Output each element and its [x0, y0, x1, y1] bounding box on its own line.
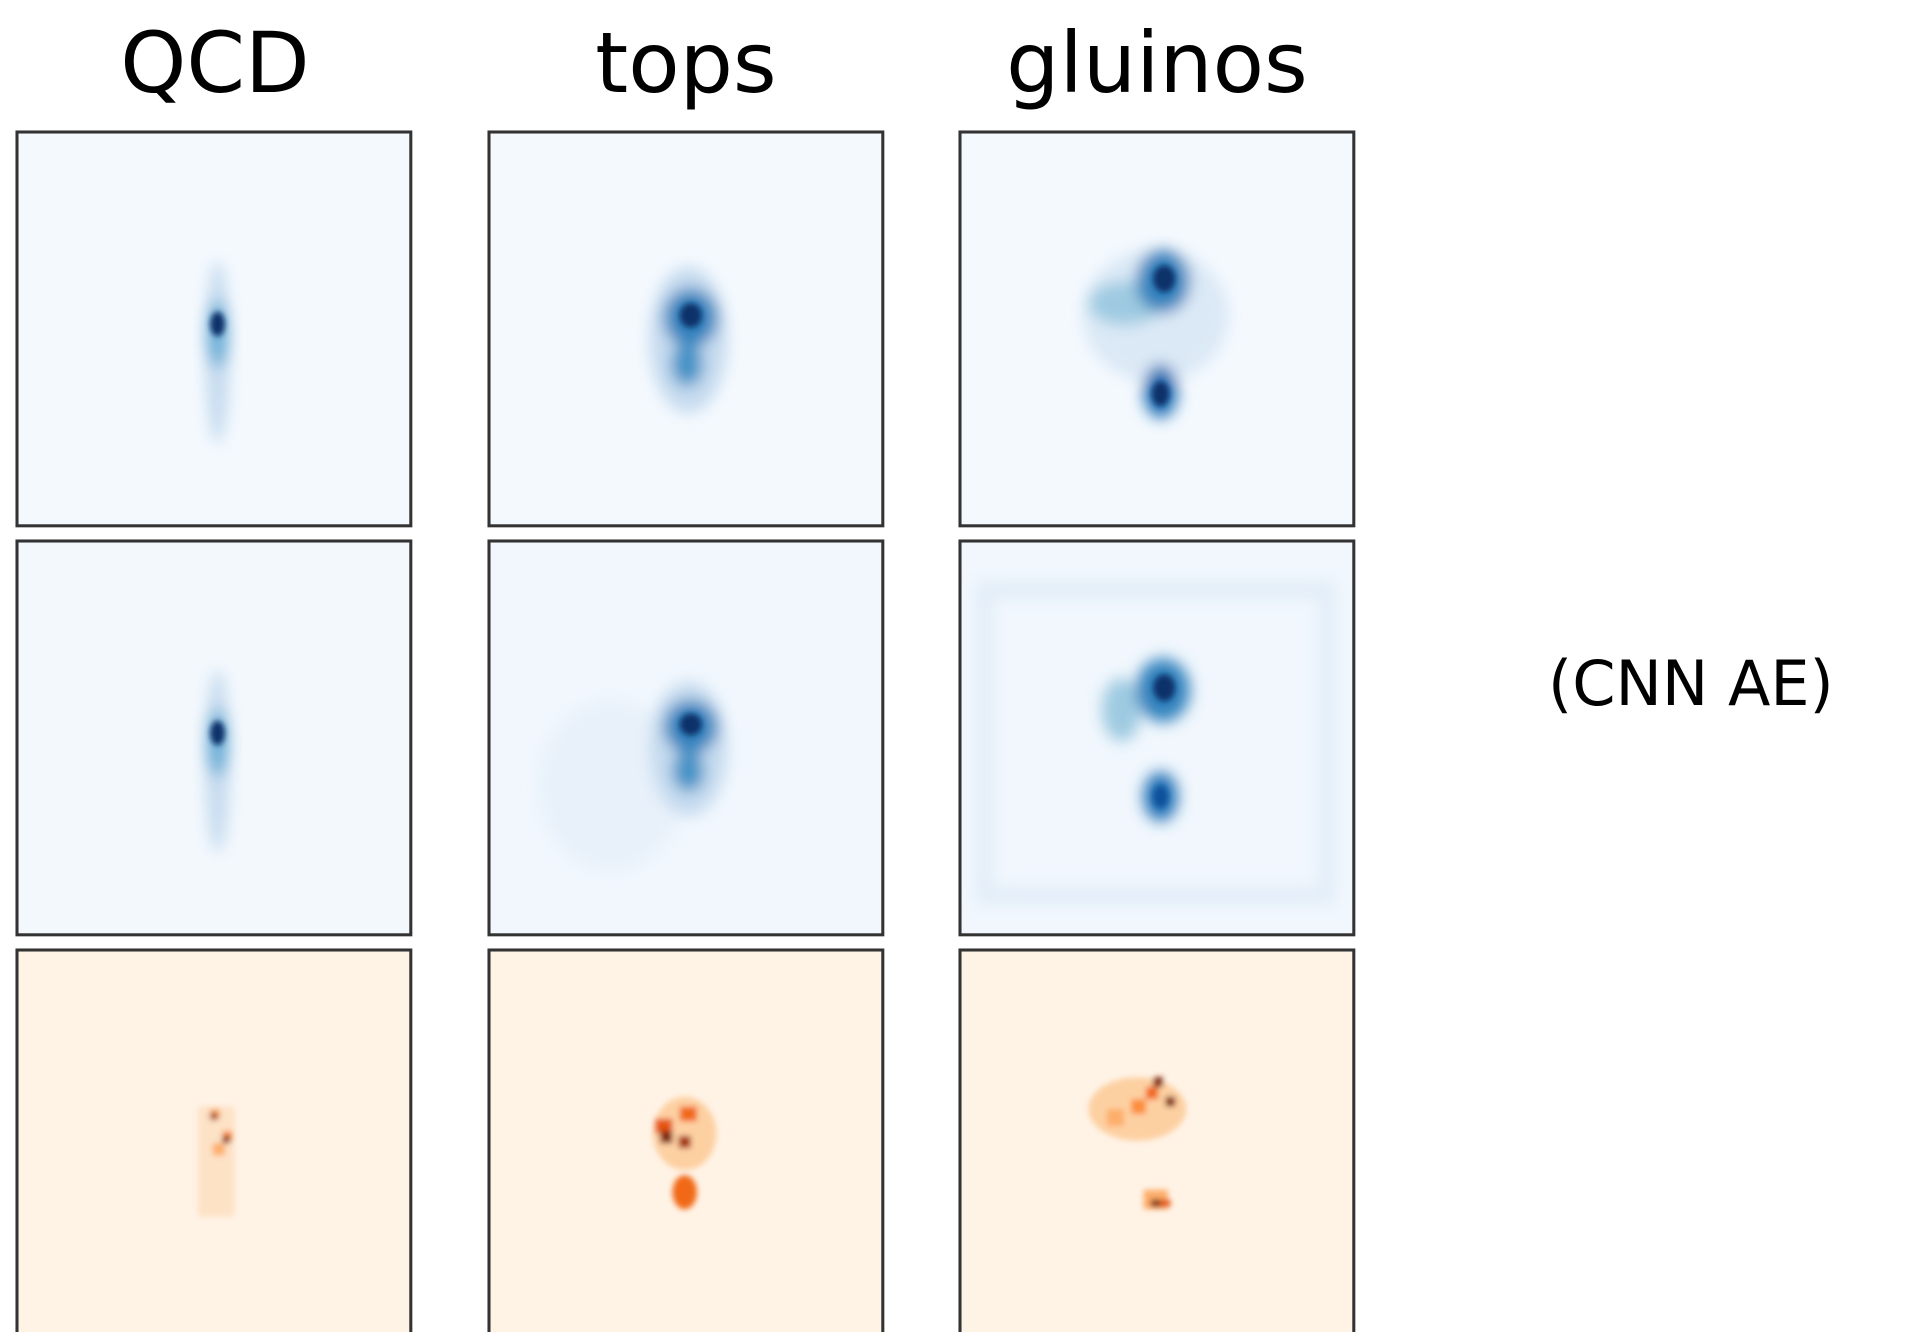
panel — [960, 132, 1354, 526]
figure: QCD tops gluinos (CNN AE) — [0, 0, 1907, 1332]
panel — [17, 541, 411, 935]
panel — [17, 132, 411, 526]
column-title: gluinos — [1006, 14, 1308, 112]
panel — [489, 950, 883, 1332]
panel — [17, 950, 411, 1332]
row-label: (CNN AE) — [1548, 647, 1834, 720]
panel — [960, 950, 1354, 1332]
panel — [489, 541, 883, 935]
column-title: tops — [595, 14, 776, 112]
panel — [489, 132, 883, 526]
body: QCD tops gluinos (CNN AE) — [0, 0, 1907, 1332]
panel — [960, 541, 1354, 935]
page: Figure {"columns": ["QCD", "tops", "glui… — [0, 0, 1907, 1332]
column-title: QCD — [120, 14, 309, 112]
